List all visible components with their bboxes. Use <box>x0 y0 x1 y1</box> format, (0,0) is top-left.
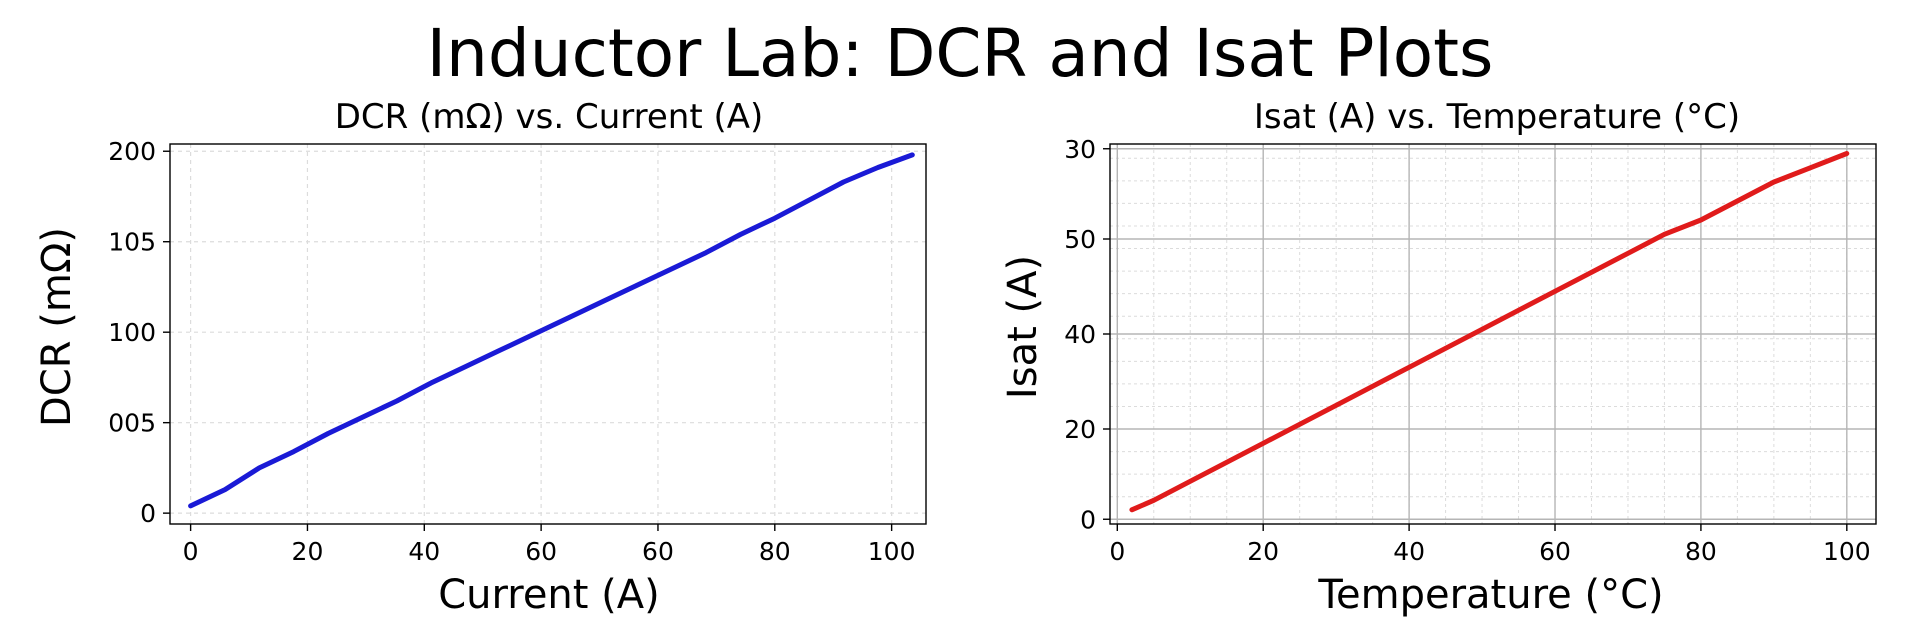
dcr-plot-frame <box>169 143 927 525</box>
isat-y-tick-label: 40 <box>1064 320 1096 349</box>
dcr-chart: DCR (mΩ) vs. Current (A) 0 20 40 60 60 80 100 … <box>34 97 927 618</box>
dcr-x-tick-label: 80 <box>759 537 791 566</box>
isat-y-tick-label: 30 <box>1064 135 1096 164</box>
dcr-grid <box>170 144 926 524</box>
isat-x-ticks: 0 20 40 60 80 100 <box>1109 524 1871 566</box>
dcr-x-tick-label: 100 <box>868 537 916 566</box>
isat-y-tick-label: 50 <box>1064 225 1096 254</box>
dcr-y-tick-label: 005 <box>108 409 156 438</box>
isat-y-tick-label: 20 <box>1064 415 1096 444</box>
isat-x-tick-label: 60 <box>1539 537 1571 566</box>
dcr-x-tick-label: 60 <box>642 537 674 566</box>
dcr-x-tick-label: 0 <box>183 537 199 566</box>
dcr-x-tick-label: 20 <box>292 537 324 566</box>
dcr-x-tick-label: 40 <box>408 537 440 566</box>
isat-grid <box>1110 144 1876 524</box>
dcr-x-tick-label: 60 <box>525 537 557 566</box>
dcr-x-ticks: 0 20 40 60 60 80 100 <box>183 524 916 566</box>
isat-y-axis-label: Isat (A) <box>1000 255 1046 399</box>
dcr-y-tick-label: 100 <box>108 318 156 347</box>
dcr-y-ticks: 0 005 100 105 200 <box>108 137 170 528</box>
isat-y-ticks: 0 20 40 50 30 <box>1064 135 1110 534</box>
isat-x-tick-label: 40 <box>1393 537 1425 566</box>
dcr-chart-title: DCR (mΩ) vs. Current (A) <box>335 97 764 137</box>
dcr-x-axis-label: Current (A) <box>438 572 660 618</box>
isat-x-tick-label: 0 <box>1109 537 1125 566</box>
dcr-y-axis-label: DCR (mΩ) <box>34 227 80 427</box>
dcr-y-tick-label: 0 <box>140 499 156 528</box>
isat-x-tick-label: 20 <box>1247 537 1279 566</box>
isat-y-tick-label: 0 <box>1080 505 1096 534</box>
isat-x-axis-label: Temperature (°C) <box>1317 572 1663 618</box>
dcr-y-tick-label: 105 <box>108 228 156 257</box>
isat-x-tick-label: 80 <box>1685 537 1717 566</box>
dcr-series-line <box>188 152 915 509</box>
isat-series-line <box>1129 151 1850 513</box>
isat-x-tick-label: 100 <box>1823 537 1871 566</box>
isat-chart: Isat (A) vs. Temperature (°C) 0 20 40 60 80 1… <box>1000 97 1877 618</box>
page-title: Inductor Lab: DCR and Isat Plots <box>426 15 1494 92</box>
isat-chart-title: Isat (A) vs. Temperature (°C) <box>1254 97 1740 137</box>
dcr-y-tick-label: 200 <box>108 137 156 166</box>
